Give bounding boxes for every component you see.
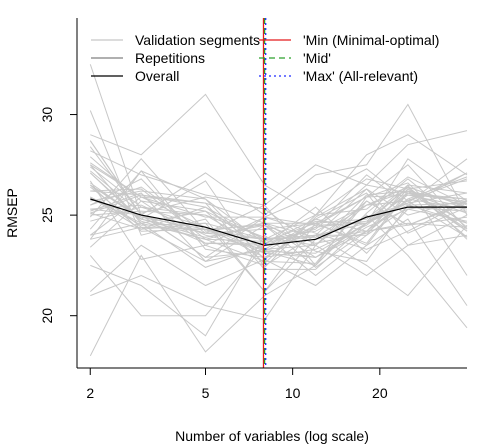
overall-line-group [90,198,467,246]
legend-label-6: 'Max' (All-relevant) [303,68,418,84]
legend-label-4: 'Min (Minimal-optimal) [303,32,439,48]
legend-label-1: Validation segments [135,32,260,48]
x-tick-label-20: 20 [372,385,388,401]
y-tick-label-20: 20 [39,308,55,324]
validation-segment-line-38 [90,184,468,244]
x-tick-label-5: 5 [202,385,210,401]
validation-segment-line-37 [89,146,468,255]
validation-segment-line-20 [89,156,468,265]
validation-segment-line-46 [90,93,468,216]
validation-segment-line-33 [90,194,468,254]
validation-segment-line-43 [90,234,468,321]
validation-segment-line-5 [89,158,468,232]
y-tick-label-25: 25 [39,207,55,223]
validation-segment-line-34 [90,162,468,258]
y-axis-label: RMSEP [4,188,20,238]
validation-segment-line-41 [89,64,468,216]
y-tick-label-30: 30 [39,107,55,123]
validation-segment-line-29 [90,192,468,293]
validation-segment-line-42 [89,214,468,357]
validation-segment-line-8 [90,164,468,250]
validation-segment-line-26 [89,172,468,264]
validation-segment-line-48 [90,130,468,206]
validation-segment-line-47 [90,184,468,337]
validation-segment-line-30 [90,158,468,270]
validation-segment-line-40 [90,184,468,258]
validation-segment-line-21 [90,190,468,246]
overall-line [90,198,467,246]
validation-segment-line-45 [89,224,468,317]
validation-segment-line-9 [90,178,468,266]
validation-segment-lines [89,64,468,357]
legend-label-5: 'Mid' [303,50,331,66]
validation-segment-line-23 [90,178,468,266]
threshold-lines [262,18,267,368]
x-tick-label-10: 10 [285,385,301,401]
validation-segment-line-44 [89,218,468,306]
x-axis-label: Number of variables (log scale) [175,428,369,444]
validation-segment-line-19 [90,182,468,267]
legend: Validation segments Repetitions Overall 'Mi… [91,32,439,84]
legend-label-3: Overall [135,68,179,84]
x-tick-label-2: 2 [86,385,94,401]
legend-label-2: Repetitions [135,50,205,66]
validation-segment-line-35 [89,180,468,260]
